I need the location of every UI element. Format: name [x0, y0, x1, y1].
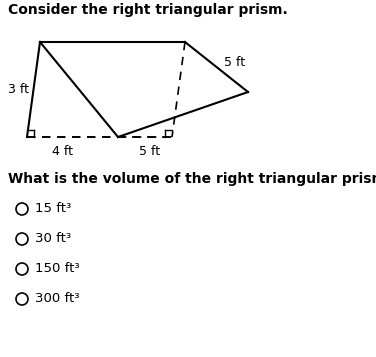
- Text: 4 ft: 4 ft: [52, 145, 73, 158]
- Text: 3 ft: 3 ft: [8, 83, 29, 96]
- Text: 300 ft³: 300 ft³: [35, 292, 79, 306]
- Text: Consider the right triangular prism.: Consider the right triangular prism.: [8, 3, 288, 17]
- Text: 15 ft³: 15 ft³: [35, 202, 71, 216]
- Text: What is the volume of the right triangular prism?: What is the volume of the right triangul…: [8, 172, 376, 186]
- Text: 150 ft³: 150 ft³: [35, 262, 80, 276]
- Text: 30 ft³: 30 ft³: [35, 232, 71, 246]
- Text: 5 ft: 5 ft: [139, 145, 161, 158]
- Text: 5 ft: 5 ft: [224, 55, 246, 69]
